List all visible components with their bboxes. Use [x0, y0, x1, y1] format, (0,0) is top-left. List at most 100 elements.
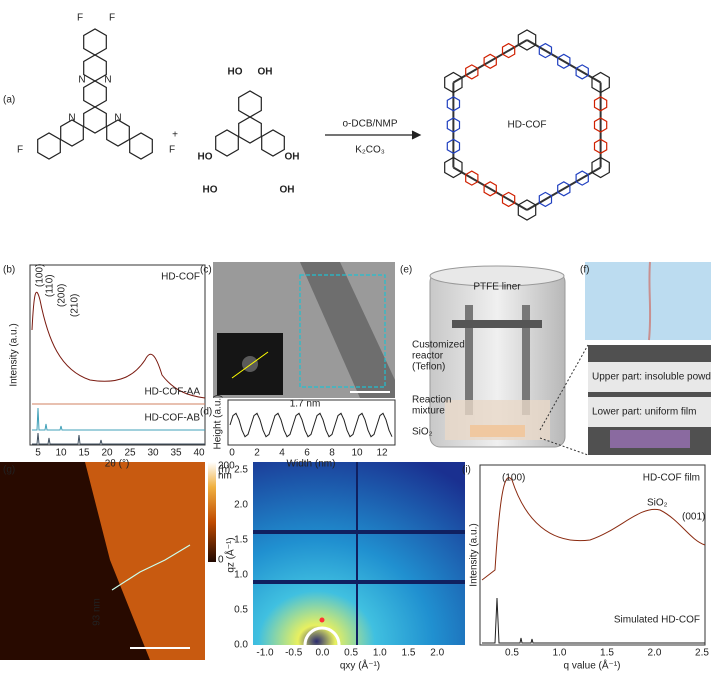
label: mixture: [412, 406, 445, 417]
x-tick-label: 10: [351, 448, 363, 459]
label: 93 nm: [92, 598, 103, 626]
ring: [446, 117, 461, 133]
aa-pattern: [32, 407, 205, 431]
reagent: K₂CO₃: [355, 145, 385, 156]
label: nm: [218, 471, 232, 482]
ring: [238, 116, 262, 144]
ring: [60, 119, 84, 147]
framework-edge: [452, 166, 528, 211]
roi-box: [299, 274, 386, 388]
atom: N: [68, 113, 75, 124]
ring: [483, 53, 497, 69]
x-tick-label: 10: [55, 448, 67, 459]
ring: [261, 129, 285, 157]
x-tick-label: 25: [124, 448, 136, 459]
y-tick-label: 2.5: [234, 465, 248, 476]
x-tick-label: 2: [254, 448, 260, 459]
giwaxs-image: [253, 462, 465, 645]
peak-label: (100): [502, 473, 525, 484]
panel-label: (e): [400, 265, 412, 276]
ring: [129, 132, 153, 160]
label: Simulated HD-COF: [614, 615, 700, 626]
peak-label: (100): [35, 264, 46, 287]
axis-title: Intensity (a.u.): [469, 523, 480, 586]
y-tick-label: 1.0: [234, 570, 248, 581]
y-tick-label: 2.0: [234, 500, 248, 511]
label: HD-COF-AA: [144, 387, 200, 398]
label: HD-COF film: [643, 473, 700, 484]
x-tick-label: 1.0: [373, 648, 387, 659]
axis-title: qxy (Å⁻¹): [340, 659, 380, 672]
detector-gap: [253, 580, 465, 584]
film-sample: [610, 430, 690, 448]
x-tick-label: 0.5: [344, 648, 358, 659]
label: Customized: [412, 340, 465, 351]
label: reactor: [412, 351, 444, 362]
beamstop-ring: [303, 626, 341, 646]
x-tick-label: 1.5: [600, 648, 614, 659]
peak-label: (200): [57, 284, 68, 307]
atom: N: [78, 75, 85, 86]
label: HD-COF-AB: [144, 413, 200, 424]
ring: [591, 156, 610, 179]
ring: [501, 42, 516, 59]
ring: [446, 138, 461, 154]
label: (Teflon): [412, 362, 445, 373]
atom: F: [109, 13, 115, 24]
x-tick-label: 0.5: [505, 648, 519, 659]
ring: [591, 71, 610, 94]
x-tick-label: 2.5: [695, 648, 709, 659]
ring: [446, 96, 461, 112]
ring: [575, 64, 589, 80]
tem-ribbon: [300, 262, 395, 398]
panel-label: (a): [3, 95, 15, 106]
axis-title: qz (Å⁻¹): [224, 537, 237, 572]
hydroxyl: OH: [258, 67, 273, 78]
colorbar: [208, 462, 216, 562]
x-tick-label: 0.0: [315, 648, 329, 659]
afm-substrate: [0, 462, 150, 660]
hydroxyl: HO: [198, 152, 213, 163]
ring: [593, 138, 608, 154]
hydroxyl: OH: [285, 152, 300, 163]
label: PTFE liner: [473, 282, 521, 293]
plus: +: [172, 130, 178, 141]
afm-profile: [111, 544, 191, 591]
axis-title: Width (nm): [287, 459, 336, 470]
ring: [557, 181, 571, 197]
x-tick-label: 4: [279, 448, 285, 459]
ring: [465, 170, 479, 186]
ring: [444, 156, 463, 179]
ring: [557, 53, 571, 69]
y-tick-label: 0.0: [234, 640, 248, 651]
ring: [83, 28, 107, 56]
label: Reaction: [412, 395, 451, 406]
rod: [465, 305, 473, 415]
atom: N: [114, 113, 121, 124]
x-tick-label: 35: [170, 448, 182, 459]
hydroxyl: HO: [228, 67, 243, 78]
detector-gap: [253, 530, 465, 534]
hydroxyl: OH: [280, 185, 295, 196]
panel-label: (g): [3, 465, 15, 476]
ring: [215, 129, 239, 157]
x-tick-label: 20: [101, 448, 113, 459]
x-tick-label: 6: [304, 448, 310, 459]
film-image: [585, 262, 711, 340]
ring: [37, 132, 61, 160]
product-label: HD-COF: [508, 120, 547, 131]
plot-frame: [479, 464, 706, 646]
ring: [538, 42, 553, 59]
label: 0: [218, 555, 224, 566]
ring: [483, 181, 497, 197]
axis-title: Height (a.u.): [213, 394, 224, 449]
film-edge: [648, 261, 652, 341]
ring: [501, 191, 516, 208]
y-tick-label: 0.5: [234, 605, 248, 616]
film-curve: [481, 477, 706, 581]
panel-label: (d): [200, 407, 212, 418]
peak-label: (001): [682, 512, 705, 523]
ring: [593, 96, 608, 112]
fft-line: [231, 351, 269, 379]
